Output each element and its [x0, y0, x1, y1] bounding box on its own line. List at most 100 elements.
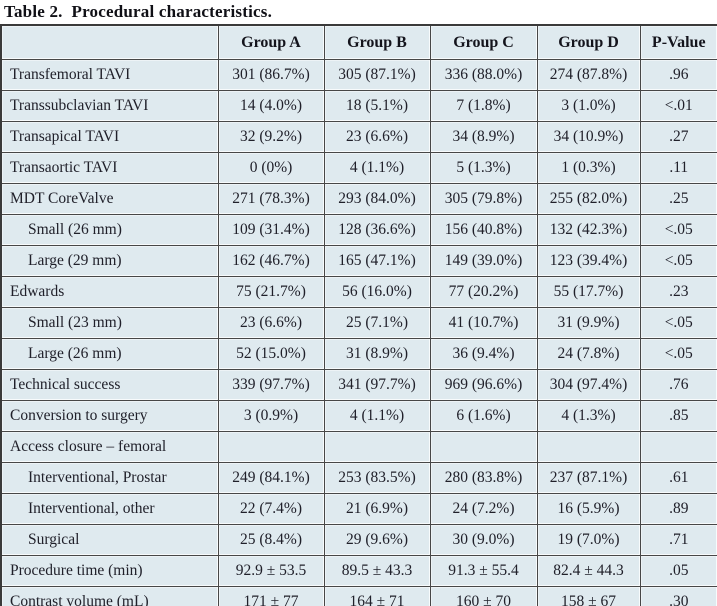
data-cell: 16 (5.9%) [536, 493, 641, 525]
row-label: Large (29 mm) [0, 245, 219, 277]
table-row: Conversion to surgery 3 (0.9%) 4 (1.1%) 6 (… [0, 400, 717, 432]
data-cell: 165 (47.1%) [323, 245, 431, 277]
row-label: Small (23 mm) [0, 307, 219, 339]
data-cell: 301 (86.7%) [217, 59, 325, 91]
row-label: Technical success [0, 369, 219, 401]
data-cell: 7 (1.8%) [429, 90, 538, 122]
data-cell: 969 (96.6%) [429, 369, 538, 401]
row-label: Transaortic TAVI [0, 152, 219, 184]
data-cell: 171 ± 77 [217, 586, 325, 606]
data-cell: 23 (6.6%) [217, 307, 325, 339]
data-cell: 1 (0.3%) [536, 152, 641, 184]
header-row: Group A Group B Group C Group D P-Value [0, 24, 717, 60]
data-cell [639, 431, 717, 463]
data-cell: 29 (9.6%) [323, 524, 431, 556]
table-row: Transsubclavian TAVI 14 (4.0%) 18 (5.1%) 7 … [0, 90, 717, 122]
data-cell: 158 ± 67 [536, 586, 641, 606]
row-label: Transapical TAVI [0, 121, 219, 153]
data-cell: 160 ± 70 [429, 586, 538, 606]
table-row: MDT CoreValve 271 (78.3%) 293 (84.0%) 305 (… [0, 183, 717, 215]
data-cell: 77 (20.2%) [429, 276, 538, 308]
table-row: Edwards 75 (21.7%) 56 (16.0%) 77 (20.2%) 55 … [0, 276, 717, 308]
data-cell: 41 (10.7%) [429, 307, 538, 339]
table-row: Access closure – femoral [0, 431, 717, 463]
data-cell: .89 [639, 493, 717, 525]
data-cell: 274 (87.8%) [536, 59, 641, 91]
column-header: Group A [217, 24, 325, 60]
column-header: P-Value [639, 24, 717, 60]
data-cell: 132 (42.3%) [536, 214, 641, 246]
data-cell: <.05 [639, 338, 717, 370]
data-cell: 339 (97.7%) [217, 369, 325, 401]
data-cell: 36 (9.4%) [429, 338, 538, 370]
table-row: Small (23 mm) 23 (6.6%) 25 (7.1%) 41 (10.7%… [0, 307, 717, 339]
data-cell: 280 (83.8%) [429, 462, 538, 494]
data-cell: <.05 [639, 307, 717, 339]
data-cell: .76 [639, 369, 717, 401]
data-cell: 24 (7.8%) [536, 338, 641, 370]
row-label: Transsubclavian TAVI [0, 90, 219, 122]
data-cell: 4 (1.3%) [536, 400, 641, 432]
table-row: Transapical TAVI 32 (9.2%) 23 (6.6%) 34 (8.… [0, 121, 717, 153]
data-cell: 32 (9.2%) [217, 121, 325, 153]
table-row: Technical success 339 (97.7%) 341 (97.7%) 9… [0, 369, 717, 401]
data-cell: 293 (84.0%) [323, 183, 431, 215]
procedural-characteristics-table: Group A Group B Group C Group D P-Value Tran… [0, 24, 717, 606]
column-header: Group C [429, 24, 538, 60]
data-cell: 0 (0%) [217, 152, 325, 184]
data-cell [536, 431, 641, 463]
data-cell: 123 (39.4%) [536, 245, 641, 277]
data-cell: 21 (6.9%) [323, 493, 431, 525]
data-cell: 19 (7.0%) [536, 524, 641, 556]
table-row: Procedure time (min) 92.9 ± 53.5 89.5 ± 43… [0, 555, 717, 587]
data-cell: <.01 [639, 90, 717, 122]
data-cell [217, 431, 325, 463]
data-cell: 75 (21.7%) [217, 276, 325, 308]
row-label: Conversion to surgery [0, 400, 219, 432]
data-cell: 89.5 ± 43.3 [323, 555, 431, 587]
column-header: Group B [323, 24, 431, 60]
data-cell: 82.4 ± 44.3 [536, 555, 641, 587]
data-cell: 4 (1.1%) [323, 152, 431, 184]
data-cell: 5 (1.3%) [429, 152, 538, 184]
data-cell: <.05 [639, 214, 717, 246]
data-cell: .96 [639, 59, 717, 91]
data-cell: 128 (36.6%) [323, 214, 431, 246]
data-cell: 34 (10.9%) [536, 121, 641, 153]
data-cell: 304 (97.4%) [536, 369, 641, 401]
row-label-column-header [0, 24, 219, 60]
data-cell: 31 (8.9%) [323, 338, 431, 370]
data-cell: 6 (1.6%) [429, 400, 538, 432]
data-cell: 249 (84.1%) [217, 462, 325, 494]
data-cell: 341 (97.7%) [323, 369, 431, 401]
data-cell: 24 (7.2%) [429, 493, 538, 525]
data-cell: 305 (79.8%) [429, 183, 538, 215]
table-row: Surgical 25 (8.4%) 29 (9.6%) 30 (9.0%) 19 (7… [0, 524, 717, 556]
row-label: Edwards [0, 276, 219, 308]
data-cell: <.05 [639, 245, 717, 277]
data-cell: 109 (31.4%) [217, 214, 325, 246]
table-row: Large (26 mm) 52 (15.0%) 31 (8.9%) 36 (9.4%… [0, 338, 717, 370]
table-row: Contrast volume (mL) 171 ± 77 164 ± 71 160 … [0, 586, 717, 606]
row-label: Large (26 mm) [0, 338, 219, 370]
data-cell: 305 (87.1%) [323, 59, 431, 91]
row-label: Surgical [0, 524, 219, 556]
data-cell: 23 (6.6%) [323, 121, 431, 153]
data-cell: 56 (16.0%) [323, 276, 431, 308]
data-cell: .11 [639, 152, 717, 184]
row-label: Interventional, Prostar [0, 462, 219, 494]
column-header: Group D [536, 24, 641, 60]
data-cell: 55 (17.7%) [536, 276, 641, 308]
data-cell: 18 (5.1%) [323, 90, 431, 122]
data-cell: 156 (40.8%) [429, 214, 538, 246]
data-cell: 164 ± 71 [323, 586, 431, 606]
data-cell: 22 (7.4%) [217, 493, 325, 525]
data-cell: .27 [639, 121, 717, 153]
table-row: Transfemoral TAVI 301 (86.7%) 305 (87.1%) 3… [0, 59, 717, 91]
table-row: Transaortic TAVI 0 (0%) 4 (1.1%) 5 (1.3%) 1 … [0, 152, 717, 184]
data-cell: .25 [639, 183, 717, 215]
data-cell: 34 (8.9%) [429, 121, 538, 153]
data-cell [323, 431, 431, 463]
row-label: Procedure time (min) [0, 555, 219, 587]
